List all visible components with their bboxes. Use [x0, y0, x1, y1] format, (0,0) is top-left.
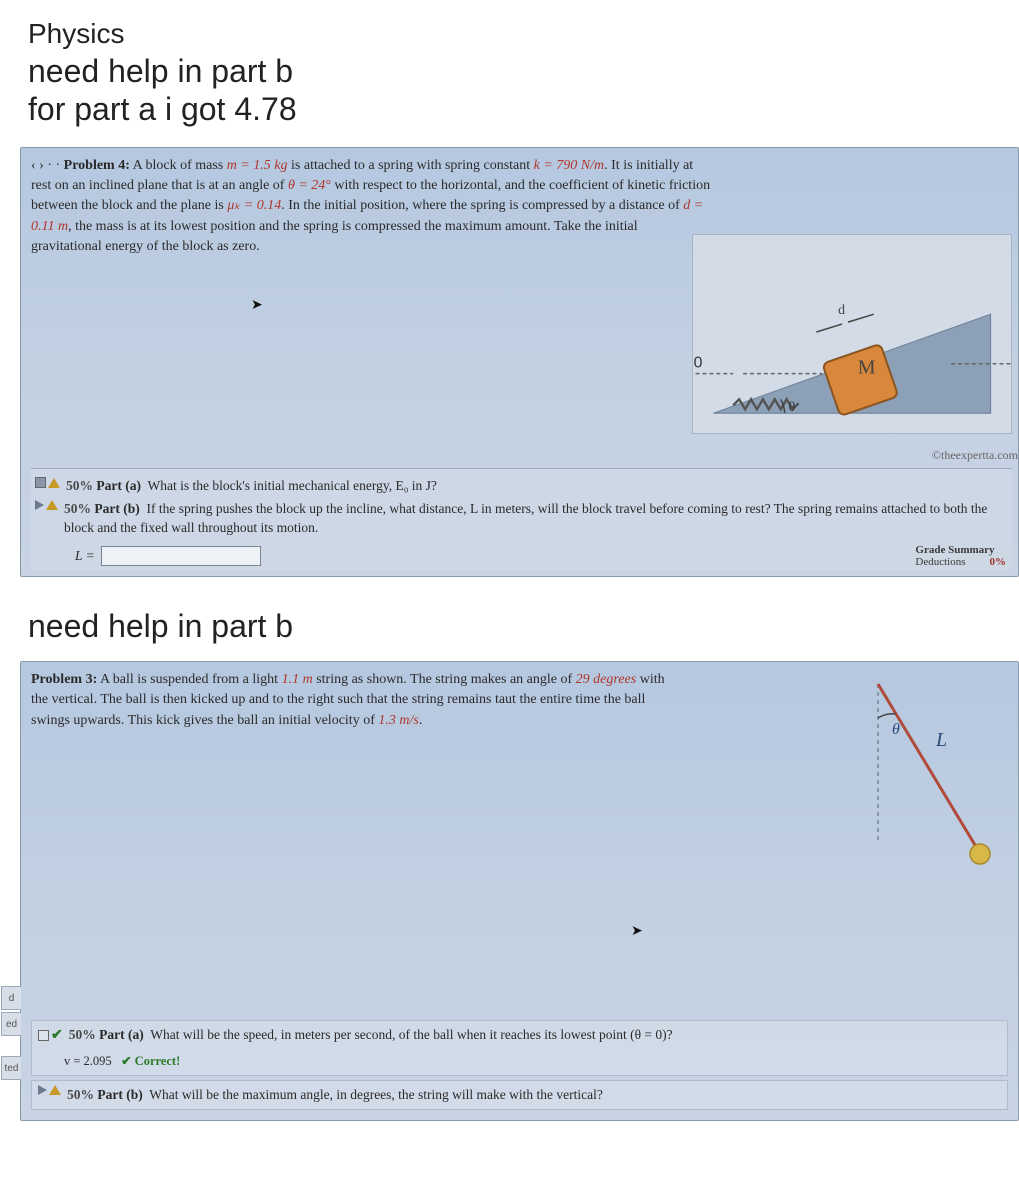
p4b-var: L = — [75, 548, 95, 564]
ded-val: 0% — [990, 556, 1007, 568]
p3-v: 1.3 m/s — [378, 713, 418, 728]
help-line-2: for part a i got 4.78 — [28, 90, 991, 128]
p4-k: k = 790 N/m — [534, 158, 605, 173]
left-tabs: d ed ted — [1, 986, 21, 1080]
copyright-text: ©theexpertta.com — [932, 448, 1018, 463]
svg-text:0: 0 — [694, 354, 703, 371]
subject-label: Physics — [28, 18, 991, 50]
svg-text:L: L — [935, 729, 947, 751]
p4b-label: Part (b) — [94, 501, 139, 516]
collapse-icon-2[interactable]: ✔ — [38, 1025, 63, 1046]
help-line-3: need help in part b — [28, 607, 991, 645]
p4-part-a-row: 50% Part (a) What is the block's initial… — [35, 475, 1008, 498]
p3-L: 1.1 m — [282, 672, 313, 687]
expand-icon[interactable] — [35, 500, 58, 510]
page-header: Physics need help in part b for part a i… — [0, 0, 1019, 139]
expand-icon-2[interactable] — [38, 1085, 61, 1095]
p4-t6: , the mass is at its lowest position and… — [31, 219, 638, 254]
p4b-q: If the spring pushes the block up the in… — [64, 501, 987, 535]
grade-summary: Grade Summary Deductions 0% — [915, 544, 1006, 568]
tab-ed[interactable]: ed — [1, 1012, 21, 1036]
svg-text:θ: θ — [892, 721, 900, 738]
help-line-1: need help in part b — [28, 52, 991, 90]
p4-part-b-row: 50% Part (b) If the spring pushes the bl… — [35, 498, 1008, 540]
problem3-text: Problem 3: A ball is suspended from a li… — [31, 670, 671, 731]
p4a-label: Part (a) — [96, 478, 141, 493]
problem3-panel: d ed ted Problem 3: A ball is suspended … — [20, 661, 1019, 1121]
p3a-q: What will be the speed, in meters per se… — [150, 1027, 672, 1042]
mid-header: need help in part b — [0, 577, 1019, 651]
p4-t1: A block of mass — [133, 158, 227, 173]
problem4-parts: 50% Part (a) What is the block's initial… — [31, 468, 1012, 570]
p3-ang: 29 degrees — [576, 672, 637, 687]
p3b-q: What will be the maximum angle, in degre… — [149, 1087, 603, 1102]
p3-t2: string as shown. The string makes an ang… — [313, 672, 576, 687]
problem4-text: ‹ › · · Problem 4: A block of mass m = 1… — [31, 156, 711, 257]
p4-m: m = 1.5 kg — [227, 158, 288, 173]
p4b-answer-row: L = — [35, 546, 1008, 566]
collapse-icon[interactable] — [35, 477, 60, 488]
svg-text:θ: θ — [789, 399, 796, 414]
tab-ted[interactable]: ted — [1, 1056, 21, 1080]
p3-t1: A ball is suspended from a light — [100, 672, 282, 687]
p4b-pct: 50% — [64, 501, 91, 516]
p3-part-a-row: ✔ 50% Part (a) What will be the speed, i… — [31, 1020, 1008, 1076]
svg-text:d: d — [838, 302, 845, 317]
problem4-label: Problem 4: — [64, 158, 130, 173]
cursor-icon: ➤ — [251, 296, 263, 313]
p3a-correct: ✔ Correct! — [121, 1054, 180, 1068]
p3a-answer: v = 2.095 ✔ Correct! — [38, 1052, 1001, 1071]
p4-t5: . In the initial position, where the spr… — [281, 198, 683, 213]
tab-d[interactable]: d — [1, 986, 21, 1010]
p4-theta: θ = 24° — [288, 178, 331, 193]
problem3-diagram: θ L — [848, 674, 1008, 874]
p3a-pct: 50% — [69, 1027, 96, 1042]
p4-mu: μₖ = 0.14 — [227, 198, 281, 213]
p4-t2: is attached to a spring with spring cons… — [288, 158, 534, 173]
p3-part-b-row: 50% Part (b) What will be the maximum an… — [31, 1080, 1008, 1110]
cursor-icon-2: ➤ — [631, 922, 643, 939]
nav-icons: ‹ › · · — [31, 158, 60, 173]
problem4-diagram: M d 0 θ — [692, 234, 1012, 434]
p4a-q: What is the block's initial mechanical e… — [148, 478, 437, 493]
p3a-ans-var: v = 2.095 — [64, 1054, 112, 1068]
problem3-label: Problem 3: — [31, 672, 97, 687]
p3b-label: Part (b) — [97, 1087, 142, 1102]
p3-t4: . — [419, 713, 423, 728]
ded-label: Deductions — [915, 556, 965, 568]
grade-title: Grade Summary — [915, 544, 1006, 556]
problem3-parts: ✔ 50% Part (a) What will be the speed, i… — [31, 1020, 1008, 1114]
p4b-input[interactable] — [101, 546, 261, 566]
problem4-panel: ‹ › · · Problem 4: A block of mass m = 1… — [20, 147, 1019, 577]
p3b-pct: 50% — [67, 1087, 94, 1102]
svg-text:M: M — [858, 356, 876, 378]
p4a-pct: 50% — [66, 478, 93, 493]
p3a-label: Part (a) — [99, 1027, 144, 1042]
